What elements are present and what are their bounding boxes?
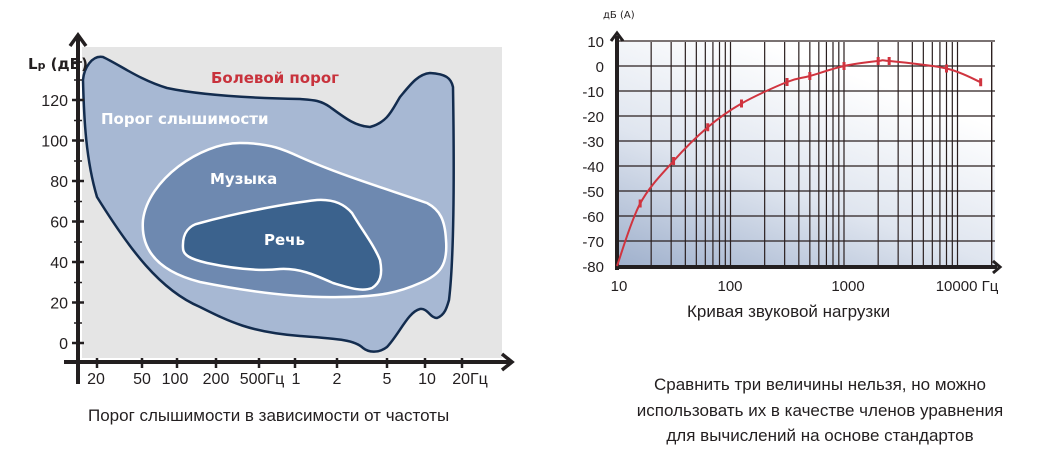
y-tick-label: -60: [582, 209, 604, 226]
note-text: Сравнить три величины нельзя, но можно и…: [600, 372, 1040, 449]
x-tick-label: 20: [87, 371, 105, 388]
y-tick-label: -70: [582, 234, 604, 251]
y-tick-label: 10: [587, 34, 604, 51]
x-tick-label: 1000: [831, 278, 864, 295]
data-point-marker: [706, 123, 710, 132]
y-tick-label: 100: [41, 134, 68, 151]
x-axis: [64, 352, 515, 384]
data-point-marker: [808, 72, 812, 80]
y-axis-label: Lp (дБ): [28, 55, 88, 73]
y-tick-label: -50: [582, 184, 604, 201]
x-ticks: 20 50 100 200 500Гц 1 2 5 10 20Гц: [87, 358, 488, 388]
right-chart-caption: Кривая звуковой нагрузки: [687, 302, 891, 321]
region-label-music: Музыка: [210, 170, 278, 188]
y-axis: [609, 30, 625, 270]
data-point-marker: [638, 199, 642, 208]
y-tick-label: 0: [59, 336, 68, 353]
region-label-pain-threshold: Болевой порог: [211, 69, 339, 87]
plot-background: [617, 42, 995, 267]
note-line: Сравнить три величины нельзя, но можно: [654, 375, 986, 394]
data-point-marker: [887, 57, 891, 65]
y-tick-label: 0: [596, 59, 604, 76]
y-tick-label: -30: [582, 134, 604, 151]
region-label-hearing-threshold: Порог слышимости: [101, 110, 269, 128]
y-label-unit: (дБ): [50, 55, 88, 73]
y-tick-label: 80: [50, 174, 68, 191]
region-label-speech: Речь: [264, 231, 305, 249]
y-tick-label: 60: [50, 215, 68, 232]
x-tick-label: 200: [203, 371, 230, 388]
x-tick-label: 20Гц: [452, 371, 488, 388]
note-line: использовать их в качестве членов уравне…: [636, 400, 1004, 420]
x-tick-label: 10: [418, 371, 436, 388]
x-tick-label: 1: [292, 371, 301, 388]
data-point-marker: [672, 157, 676, 165]
data-point-marker: [785, 78, 789, 86]
left-chart-caption: Порог слышимости в зависимости от частот…: [88, 406, 450, 425]
data-point-marker: [842, 62, 846, 70]
data-point-marker: [739, 99, 743, 108]
y-axis-label: дБ (А): [603, 10, 635, 21]
y-tick-label: -80: [582, 259, 604, 276]
x-tick-label: 2: [333, 371, 342, 388]
x-tick-label: 50: [133, 371, 151, 388]
data-point-marker: [979, 78, 983, 87]
grid: [617, 40, 995, 267]
a-weighting-curve: [616, 59, 982, 267]
x-axis: [615, 259, 1003, 275]
x-tick-label: 100: [162, 371, 189, 388]
y-tick-label: -40: [582, 159, 604, 176]
y-tick-label: 20: [50, 296, 68, 313]
y-tick-label: -20: [582, 109, 604, 126]
x-tick-label: 10: [611, 278, 628, 295]
data-point-marker: [876, 57, 880, 65]
x-tick-label: 500Гц: [240, 371, 285, 388]
data-point-marker: [945, 64, 949, 73]
speech-region: [181, 198, 383, 291]
y-ticks: 0 20 40 60 80 100 120: [41, 61, 84, 353]
y-tick-label: 40: [50, 255, 68, 272]
y-axis: [68, 32, 88, 362]
y-label-main: L: [28, 55, 38, 73]
note-line: для вычислений на основе стандартов: [666, 426, 974, 445]
y-tick-label: 120: [41, 93, 68, 110]
x-tick-label: 100: [717, 278, 742, 295]
y-tick-label: -10: [582, 84, 604, 101]
x-tick-label: 10000 Гц: [936, 278, 999, 295]
y-label-sub: p: [37, 59, 46, 72]
x-tick-label: 5: [383, 371, 392, 388]
